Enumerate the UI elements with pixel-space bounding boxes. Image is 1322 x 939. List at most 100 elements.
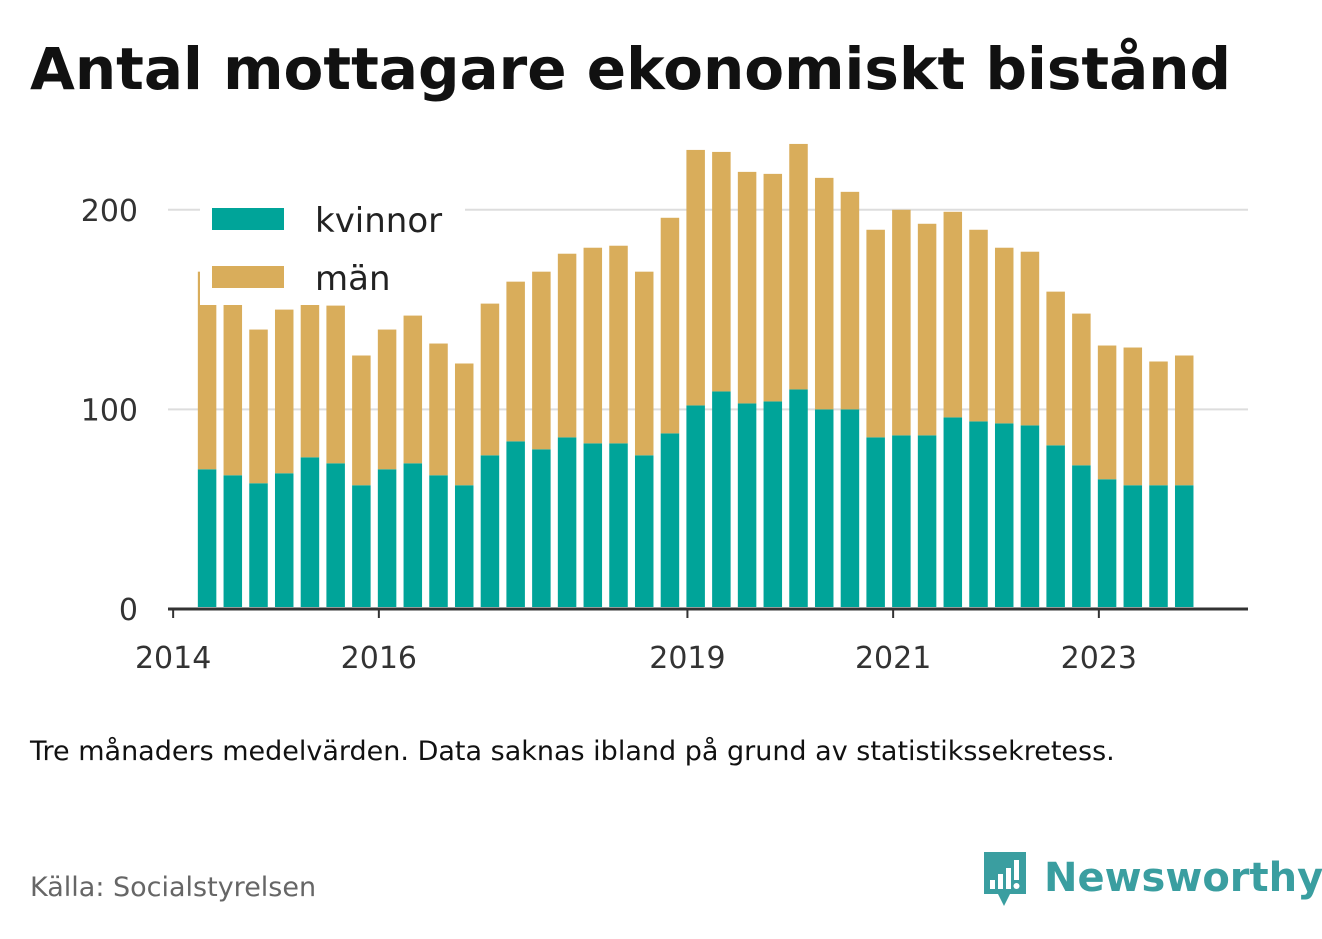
bar-man bbox=[377, 329, 397, 470]
bar-man bbox=[634, 271, 654, 456]
bar-man bbox=[789, 143, 808, 390]
bar-kvinnor bbox=[454, 485, 474, 607]
bar-kvinnor bbox=[1097, 479, 1117, 607]
bar-man bbox=[506, 281, 525, 442]
chart-note: Tre månaders medelvärden. Data saknas ib… bbox=[30, 736, 1115, 767]
bar-man bbox=[274, 309, 294, 474]
bar-man bbox=[994, 247, 1014, 424]
bar-kvinnor bbox=[994, 423, 1014, 607]
bar-man bbox=[686, 149, 705, 406]
bar-man bbox=[1149, 361, 1168, 486]
bar-kvinnor bbox=[403, 463, 423, 607]
bar-kvinnor bbox=[1149, 485, 1168, 607]
bar-kvinnor bbox=[429, 475, 448, 607]
legend-swatch-kvinnor bbox=[212, 208, 284, 230]
bar-kvinnor bbox=[1046, 445, 1065, 607]
bar-kvinnor bbox=[377, 469, 397, 607]
logo-wordmark: Newsworthy bbox=[1044, 855, 1322, 901]
x-tick-label: 2014 bbox=[135, 641, 211, 676]
bar-man bbox=[763, 173, 783, 402]
legend: kvinnor män bbox=[200, 195, 465, 305]
bar-man bbox=[866, 229, 885, 438]
bar-kvinnor bbox=[223, 475, 243, 607]
bar-kvinnor bbox=[197, 469, 217, 607]
bar-kvinnor bbox=[326, 463, 345, 607]
y-tick-label: 0 bbox=[119, 593, 138, 628]
bar-kvinnor bbox=[917, 435, 937, 607]
bar-man bbox=[429, 343, 448, 476]
bar-man bbox=[917, 223, 937, 436]
legend-swatch-man bbox=[212, 266, 284, 288]
bar-man bbox=[1020, 251, 1040, 426]
bar-man bbox=[249, 329, 268, 484]
bar-kvinnor bbox=[814, 409, 834, 607]
axes: 0 100 200 2014 2016 2019 2021 2023 bbox=[81, 194, 1248, 676]
bar-man bbox=[892, 209, 911, 436]
bar-man bbox=[712, 151, 731, 392]
bar-man bbox=[1046, 291, 1065, 446]
bar-man bbox=[1174, 355, 1194, 486]
bar-kvinnor bbox=[583, 443, 603, 607]
bar-kvinnor bbox=[892, 435, 911, 607]
bars bbox=[197, 143, 1194, 607]
bar-man bbox=[326, 305, 345, 464]
bar-kvinnor bbox=[840, 409, 860, 607]
bar-kvinnor bbox=[557, 437, 577, 607]
bar-kvinnor bbox=[866, 437, 885, 607]
bar-kvinnor bbox=[737, 403, 757, 607]
bar-man bbox=[223, 301, 243, 476]
newsworthy-logo[interactable]: Newsworthy bbox=[980, 848, 1322, 908]
bar-kvinnor bbox=[352, 485, 371, 607]
chart-title: Antal mottagare ekonomiskt bistånd bbox=[30, 35, 1232, 103]
bar-man bbox=[583, 247, 603, 444]
bar-man bbox=[300, 281, 320, 458]
x-tick-label: 2023 bbox=[1061, 641, 1137, 676]
stacked-bar-chart: 0 100 200 2014 2016 2019 2021 2023 kvinnor män bbox=[81, 143, 1248, 676]
bar-kvinnor bbox=[506, 441, 525, 607]
chart-speech-bubble-icon bbox=[984, 852, 1026, 906]
bar-kvinnor bbox=[634, 455, 654, 607]
bar-man bbox=[532, 271, 551, 450]
bar-kvinnor bbox=[660, 433, 680, 607]
y-tick-label: 100 bbox=[81, 393, 138, 428]
bar-kvinnor bbox=[789, 389, 808, 607]
legend-label-kvinnor: kvinnor bbox=[315, 201, 442, 241]
bar-kvinnor bbox=[532, 449, 551, 607]
bar-kvinnor bbox=[300, 457, 320, 607]
bar-man bbox=[737, 171, 757, 404]
bar-man bbox=[1072, 313, 1091, 466]
bar-man bbox=[1097, 345, 1117, 480]
bar-kvinnor bbox=[686, 405, 705, 607]
bar-man bbox=[969, 229, 988, 422]
bar-kvinnor bbox=[609, 443, 628, 607]
bar-kvinnor bbox=[274, 473, 294, 607]
bar-kvinnor bbox=[943, 417, 963, 607]
bar-kvinnor bbox=[249, 483, 268, 607]
bar-kvinnor bbox=[1123, 485, 1143, 607]
bar-man bbox=[197, 271, 217, 470]
bar-man bbox=[840, 191, 860, 410]
bar-kvinnor bbox=[1072, 465, 1091, 607]
source-credit: Källa: Socialstyrelsen bbox=[30, 872, 317, 903]
bar-kvinnor bbox=[969, 421, 988, 607]
bar-man bbox=[814, 177, 834, 410]
bar-man bbox=[609, 245, 628, 444]
bar-man bbox=[403, 315, 423, 464]
y-tick-label: 200 bbox=[81, 194, 138, 229]
bar-man bbox=[352, 355, 371, 486]
x-tick-label: 2016 bbox=[341, 641, 417, 676]
x-tick-label: 2021 bbox=[855, 641, 931, 676]
bar-kvinnor bbox=[1174, 485, 1194, 607]
bar-man bbox=[1123, 347, 1143, 486]
bar-kvinnor bbox=[480, 455, 500, 607]
x-tick-label: 2019 bbox=[649, 641, 725, 676]
bar-kvinnor bbox=[1020, 425, 1040, 607]
bar-kvinnor bbox=[712, 391, 731, 607]
bar-man bbox=[454, 363, 474, 486]
bar-man bbox=[480, 303, 500, 456]
bar-kvinnor bbox=[763, 401, 783, 607]
bar-man bbox=[660, 217, 680, 434]
legend-label-man: män bbox=[315, 259, 391, 299]
bar-man bbox=[557, 253, 577, 438]
bar-man bbox=[943, 211, 963, 418]
